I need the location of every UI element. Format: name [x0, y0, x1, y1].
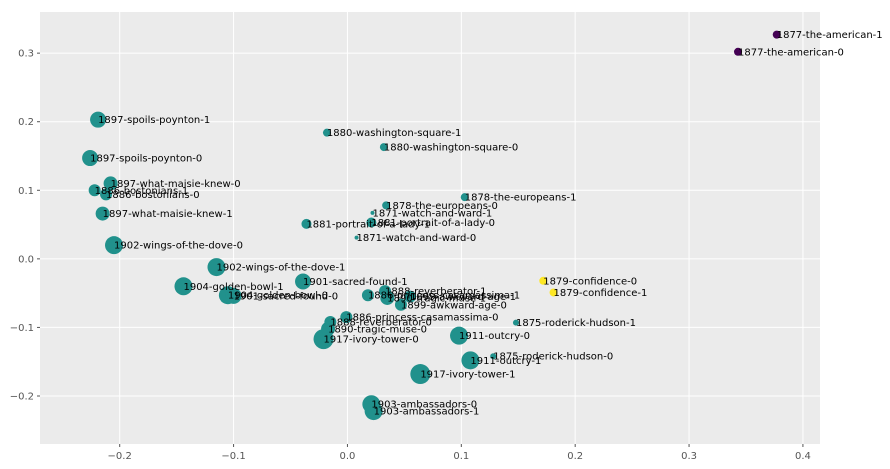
- point-label: 1897-spoils-poynton-0: [90, 154, 202, 165]
- point-label: 1897-what-maisie-knew-0: [111, 179, 241, 190]
- point-label: 1880-washington-square-1: [327, 128, 461, 139]
- y-tick-label: 0.2: [18, 117, 34, 128]
- point-label: 1875-roderick-hudson-1: [516, 318, 636, 329]
- x-tick-label: 0.4: [795, 451, 811, 462]
- x-tick-label: 0.0: [339, 451, 355, 462]
- point-label: 1890-tragic-muse-1: [387, 293, 486, 304]
- data-point: [207, 258, 226, 277]
- data-points: [82, 30, 781, 421]
- point-label: 1880-washington-square-0: [384, 143, 518, 154]
- point-label: 1899-awkward-age-1: [410, 292, 516, 303]
- point-label: 1897-what-maisie-knew-1: [103, 209, 233, 220]
- point-label: 1881-portrait-of-a-lady-1: [306, 219, 430, 230]
- data-point: [382, 201, 391, 210]
- point-label: 1886-bostonians-0: [106, 190, 200, 201]
- data-point: [461, 351, 480, 370]
- data-point: [549, 288, 558, 297]
- point-label: 1879-confidence-1: [554, 288, 648, 299]
- data-point: [322, 128, 331, 137]
- data-point: [394, 298, 407, 311]
- x-tick-label: 0.2: [567, 451, 583, 462]
- point-label: 1902-wings-of-the-dove-0: [114, 241, 243, 252]
- data-point: [225, 287, 242, 304]
- data-point: [103, 176, 118, 191]
- data-point: [490, 353, 497, 360]
- point-label: 1879-confidence-0: [543, 276, 637, 287]
- point-labels: 1877-the-american-1 1877-the-american-0 18…: [90, 30, 883, 417]
- data-point: [370, 210, 375, 215]
- data-point: [82, 150, 99, 167]
- point-label: 1888-reverberator-0: [330, 317, 432, 328]
- point-label: 1886-bostonians-1: [95, 186, 189, 197]
- data-point: [460, 193, 469, 202]
- point-label: 1911-outcry-0: [459, 331, 530, 342]
- data-point: [512, 319, 519, 326]
- y-axis-ticks: −0.2 −0.1 0.0 0.1 0.2 0.3: [10, 49, 40, 403]
- point-label: 1903-ambassadors-1: [374, 407, 480, 418]
- data-point: [340, 311, 353, 324]
- point-label: 1871-watch-and-ward-1: [372, 208, 492, 219]
- point-label: 1917-ivory-tower-0: [324, 335, 419, 346]
- data-point: [404, 290, 417, 303]
- y-tick-label: −0.1: [10, 323, 34, 334]
- x-axis-ticks: −0.2 −0.1 0.0 0.1 0.2 0.3 0.4: [108, 444, 811, 462]
- x-tick-label: −0.2: [108, 451, 132, 462]
- point-label: 1901-sacred-found-0: [234, 291, 339, 302]
- point-label: 1888-reverberator-1: [385, 287, 487, 298]
- point-label: 1877-the-american-1: [777, 30, 883, 41]
- data-point: [539, 276, 548, 285]
- data-point: [100, 188, 113, 201]
- data-point: [379, 285, 392, 298]
- x-tick-label: 0.1: [453, 451, 469, 462]
- point-label: 1871-watch-and-ward-0: [357, 233, 477, 244]
- point-label: 1904-golden-bowl-1: [183, 282, 283, 293]
- data-point: [95, 206, 110, 221]
- point-label: 1886-princess-casamassima-0: [346, 313, 498, 324]
- x-tick-label: −0.1: [221, 451, 245, 462]
- x-tick-label: 0.3: [681, 451, 697, 462]
- point-label: 1878-the-europeans-0: [386, 201, 498, 212]
- data-point: [410, 364, 431, 385]
- point-label: 1903-ambassadors-0: [371, 400, 477, 411]
- point-label: 1902-wings-of-the-dove-1: [216, 263, 345, 274]
- data-point: [450, 326, 469, 345]
- gridlines: [40, 12, 820, 444]
- point-label: 1881-portrait-of-a-lady-0: [371, 218, 495, 229]
- data-point: [105, 236, 124, 255]
- data-point: [772, 30, 781, 39]
- data-point: [361, 289, 374, 302]
- point-label: 1890-tragic-muse-0: [328, 324, 427, 335]
- point-label: 1886-princess-casamassima-1: [368, 291, 520, 302]
- point-label: 1875-roderick-hudson-0: [493, 352, 613, 363]
- data-point: [301, 218, 312, 229]
- data-point: [295, 273, 312, 290]
- point-label: 1901-sacred-found-1: [303, 277, 408, 288]
- data-point: [366, 217, 377, 228]
- point-label: 1904-golden-bowl-0: [228, 291, 328, 302]
- data-point: [88, 184, 101, 197]
- data-point: [379, 143, 388, 152]
- y-tick-label: −0.2: [10, 392, 34, 403]
- data-point: [734, 47, 743, 56]
- y-tick-label: 0.1: [18, 186, 34, 197]
- y-tick-label: 0.3: [18, 49, 34, 60]
- point-label: 1917-ivory-tower-1: [420, 370, 515, 381]
- y-tick-label: 0.0: [18, 254, 34, 265]
- point-label: 1877-the-american-0: [738, 47, 844, 58]
- point-label: 1899-awkward-age-0: [401, 300, 507, 311]
- data-point: [90, 111, 107, 128]
- data-point: [354, 235, 359, 240]
- point-label: 1878-the-europeans-1: [465, 193, 577, 204]
- point-label: 1911-outcry-1: [470, 356, 541, 367]
- data-point: [364, 402, 383, 421]
- point-label: 1897-spoils-poynton-1: [98, 115, 210, 126]
- data-point: [324, 315, 337, 328]
- data-point: [174, 277, 193, 296]
